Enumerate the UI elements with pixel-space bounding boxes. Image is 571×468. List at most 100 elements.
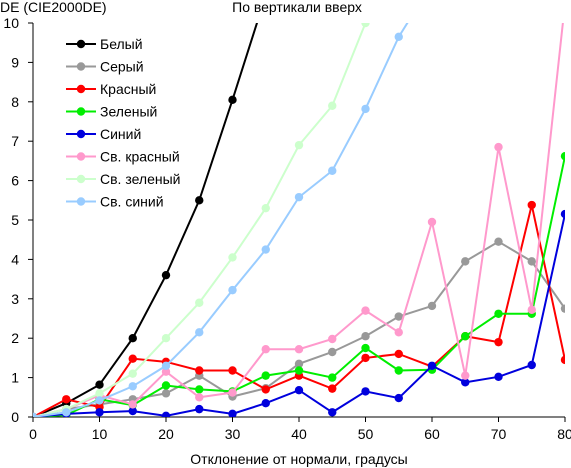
data-point — [228, 253, 237, 262]
data-point — [494, 309, 503, 318]
data-point — [294, 366, 304, 375]
legend-label: Серый — [100, 59, 144, 75]
data-point — [128, 382, 137, 391]
x-tick-label: 30 — [225, 426, 241, 442]
data-point — [261, 245, 270, 254]
data-point — [95, 389, 104, 398]
legend-label: Св. зеленый — [100, 171, 180, 187]
data-point — [195, 393, 204, 402]
data-point — [361, 104, 370, 114]
data-point — [261, 371, 270, 380]
legend-item: Св. красный — [66, 149, 180, 165]
data-point — [128, 400, 137, 409]
x-tick-label: 20 — [158, 426, 174, 442]
y-tick-label: 6 — [11, 173, 19, 189]
data-point — [394, 366, 403, 375]
data-point — [195, 328, 204, 337]
data-point — [294, 345, 304, 354]
data-point — [228, 95, 237, 105]
legend-marker — [76, 62, 86, 71]
x-tick-label: 50 — [358, 426, 374, 442]
data-point — [560, 304, 565, 313]
series-1 — [33, 23, 259, 417]
legend-label: Св. красный — [100, 149, 180, 165]
data-point — [361, 332, 370, 341]
data-point — [95, 396, 104, 405]
y-tick-label: 4 — [11, 251, 19, 267]
data-point — [128, 334, 137, 343]
data-point — [328, 384, 337, 393]
x-tick-label: 10 — [92, 426, 108, 442]
data-point — [228, 409, 237, 417]
data-point — [427, 301, 437, 311]
data-point — [294, 359, 304, 369]
legend-label: Белый — [100, 36, 143, 52]
data-point — [161, 389, 171, 398]
data-point — [228, 285, 237, 295]
y-tick-label: 0 — [11, 409, 19, 425]
plot-area — [33, 23, 565, 417]
axes: 0 1 2 3 4 5 6 7 8 9 10 0 10 20 30 40 50 60 70 80 — [3, 15, 571, 442]
data-point — [128, 354, 137, 363]
data-point — [161, 381, 171, 390]
data-point — [560, 209, 565, 219]
data-point — [161, 361, 171, 370]
series-5 — [33, 209, 565, 417]
data-point — [361, 23, 370, 28]
legend-item: Серый — [66, 59, 144, 75]
legend-item: Св. синий — [66, 194, 164, 210]
data-point — [195, 196, 204, 205]
series-4 — [33, 151, 565, 417]
data-point — [394, 349, 403, 359]
x-tick-label: 0 — [29, 426, 37, 442]
data-point — [494, 372, 503, 382]
legend-label: Красный — [100, 81, 156, 97]
data-point — [394, 32, 403, 41]
series-layer — [33, 23, 565, 417]
data-point — [494, 337, 503, 347]
data-point — [195, 385, 204, 394]
series-6 — [33, 23, 564, 417]
data-point — [527, 305, 536, 315]
legend-marker — [76, 152, 86, 161]
data-point — [294, 386, 304, 395]
legend-marker — [76, 39, 86, 49]
x-axis-label: Отклонение от нормали, градусы — [190, 451, 407, 467]
data-point — [294, 192, 304, 202]
legend-marker — [76, 197, 86, 206]
y-tick-label: 2 — [11, 330, 19, 346]
legend: Белый Серый Красный Зеленый Синий Св. красный… — [66, 36, 180, 210]
legend-item: Зеленый — [66, 104, 157, 120]
y-tick-label: 8 — [11, 94, 19, 110]
y-tick-label: 7 — [11, 133, 19, 149]
data-point — [62, 408, 71, 417]
data-point — [328, 101, 337, 110]
data-point — [461, 332, 470, 341]
x-tick-label: 40 — [291, 426, 307, 442]
data-point — [461, 257, 470, 266]
data-point — [394, 312, 403, 321]
data-point — [95, 408, 104, 417]
data-point — [328, 334, 337, 344]
data-point — [328, 373, 337, 382]
y-tick-label: 5 — [11, 212, 19, 228]
y-tick-label: 9 — [11, 54, 19, 70]
data-point — [361, 343, 370, 353]
data-point — [527, 200, 536, 210]
data-point — [461, 371, 470, 380]
data-point — [394, 393, 403, 403]
y-axis-label: DE (CIE2000DE) — [0, 0, 107, 15]
data-point — [128, 406, 137, 416]
data-point — [261, 385, 270, 394]
data-point — [62, 395, 71, 404]
data-point — [261, 345, 270, 354]
data-point — [361, 306, 370, 315]
chart-title: По вертикали вверх — [232, 0, 362, 15]
data-point — [33, 412, 38, 417]
data-point — [328, 408, 337, 417]
data-point — [195, 298, 204, 307]
legend-label: Синий — [100, 126, 141, 142]
data-point — [494, 142, 503, 152]
legend-item: Белый — [66, 36, 143, 52]
